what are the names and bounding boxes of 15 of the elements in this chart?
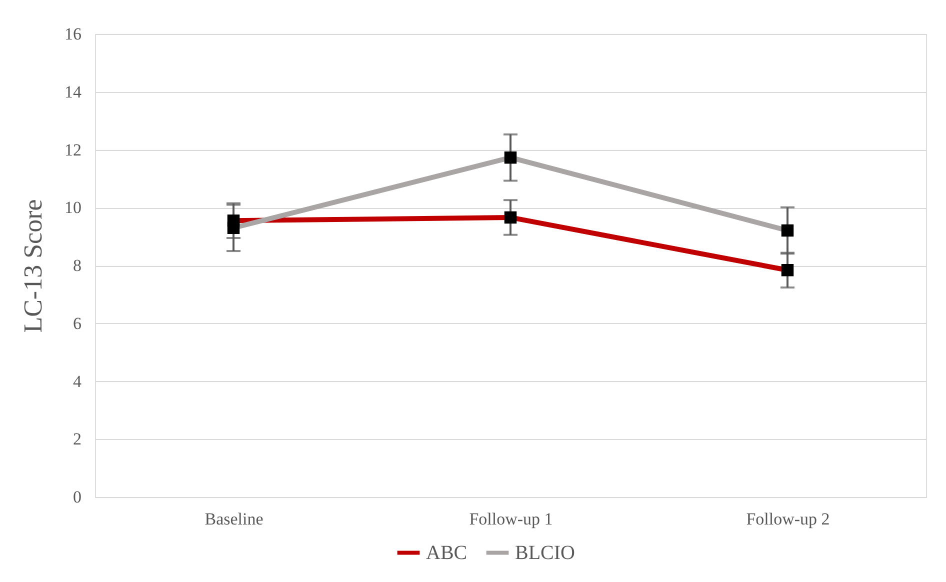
x-tick-label: Follow-up 2 xyxy=(746,510,830,528)
y-tick-label: 8 xyxy=(73,256,82,275)
y-tick-label: 16 xyxy=(64,24,82,44)
legend-label: BLCIO xyxy=(515,542,575,564)
y-tick-label: 10 xyxy=(64,198,82,218)
y-tick-label: 12 xyxy=(64,140,82,160)
x-tick-label: Baseline xyxy=(204,510,264,528)
y-tick-label: 0 xyxy=(73,488,82,506)
y-axis-title: LC-13 Score xyxy=(18,199,48,333)
x-tick-label: Follow-up 1 xyxy=(469,510,553,528)
y-tick-label: 2 xyxy=(73,430,82,449)
y-tick-label: 14 xyxy=(64,82,82,102)
legend-label: ABC xyxy=(426,542,468,564)
y-tick-label: 6 xyxy=(73,314,82,333)
y-tick-label: 4 xyxy=(73,372,82,391)
